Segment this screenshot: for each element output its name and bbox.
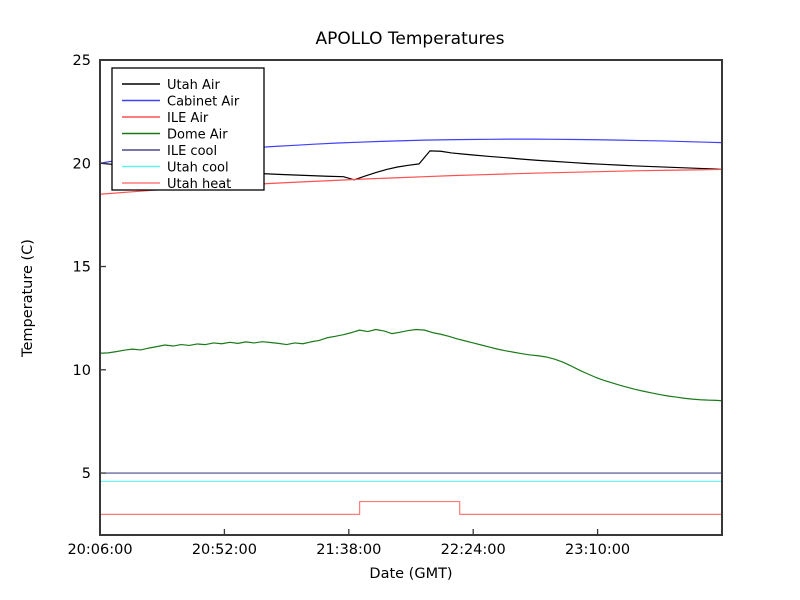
x-axis-label: Date (GMT) — [369, 566, 452, 582]
x-axis-ticks: 20:06:00 20:52:00 21:38:00 22:24:00 23:10:00 — [67, 529, 630, 558]
x-tick-label: 21:38:00 — [316, 542, 381, 558]
legend-label-utah-heat: Utah heat — [167, 177, 231, 192]
y-tick-label: 25 — [73, 53, 91, 69]
x-tick-label: 23:10:00 — [565, 542, 630, 558]
x-tick-label: 20:52:00 — [192, 542, 257, 558]
axes-frame — [99, 59, 723, 536]
y-tick-label: 10 — [73, 363, 91, 379]
x-tick-label: 22:24:00 — [441, 542, 506, 558]
legend-label-ile-cool: ILE cool — [167, 144, 217, 159]
legend-label-dome-air: Dome Air — [167, 128, 228, 143]
legend-label-utah-air: Utah Air — [167, 78, 220, 93]
series-line-dome-air — [99, 328, 723, 402]
chart-title: APOLLO Temperatures — [316, 29, 505, 49]
y-axis-label: Temperature (C) — [20, 239, 36, 358]
x-tick-label: 20:06:00 — [67, 542, 132, 558]
y-tick-label: 5 — [82, 466, 91, 482]
y-tick-label: 15 — [73, 260, 91, 276]
y-tick-label: 20 — [73, 156, 91, 172]
legend-label-ile-air: ILE Air — [167, 111, 209, 126]
legend-frame — [111, 67, 265, 191]
series-line-utah-heat — [100, 500, 722, 515]
legend-label-utah-cool: Utah cool — [167, 161, 229, 176]
legend-label-cabinet-air: Cabinet Air — [167, 95, 240, 110]
y-axis-ticks: 5 10 15 20 25 — [73, 53, 106, 482]
